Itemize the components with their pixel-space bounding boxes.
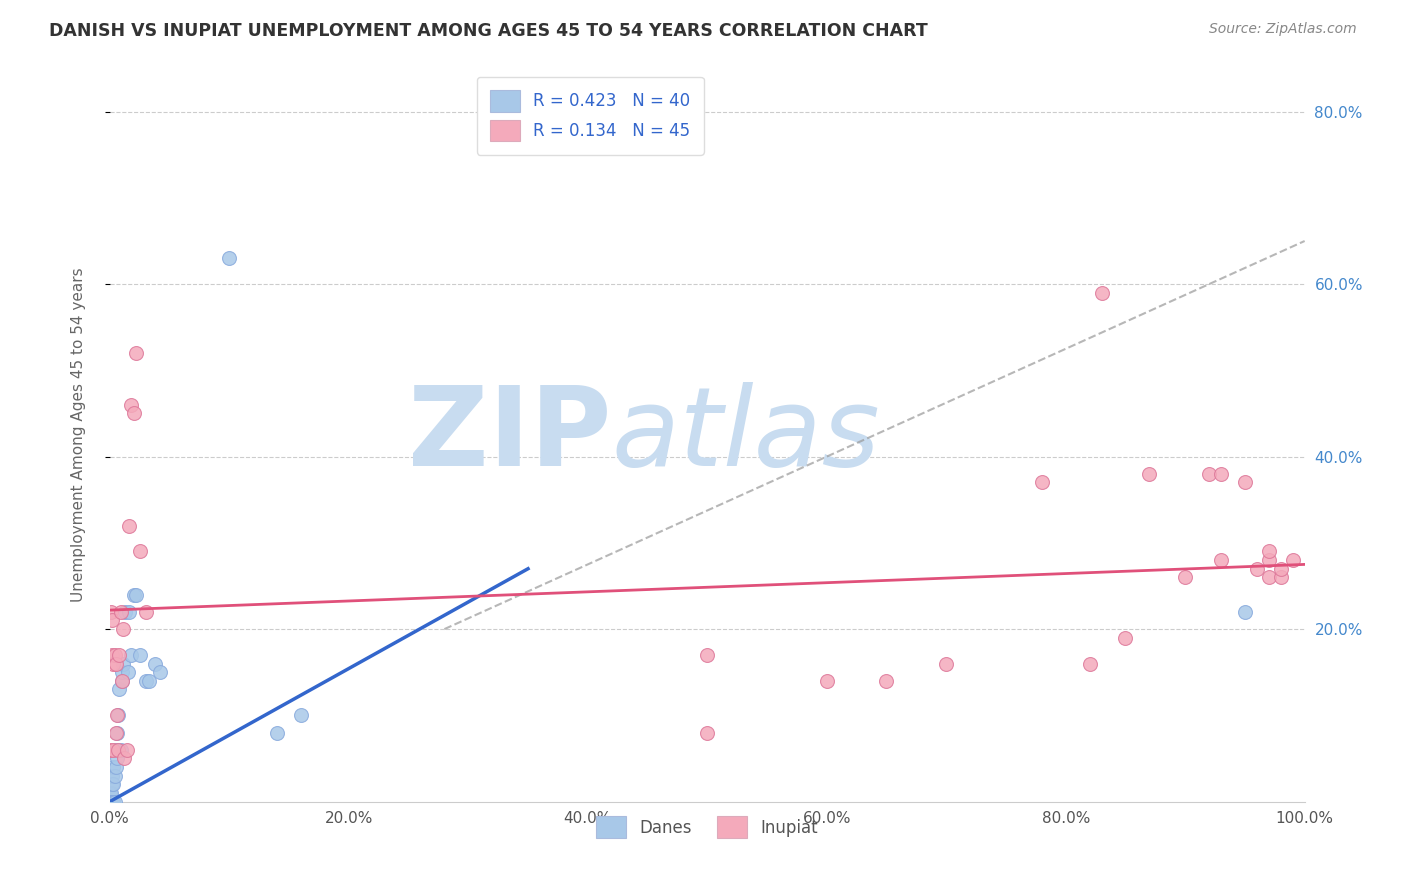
Point <box>1209 553 1232 567</box>
Point <box>128 544 150 558</box>
Point <box>111 622 134 636</box>
Point <box>105 725 128 739</box>
Point <box>115 743 138 757</box>
Point <box>1209 467 1232 481</box>
Point <box>104 760 127 774</box>
Point <box>114 605 136 619</box>
Point <box>98 786 121 800</box>
Point <box>135 605 157 619</box>
Point <box>111 665 134 680</box>
Point <box>1078 657 1101 671</box>
Point <box>108 648 131 662</box>
Text: Source: ZipAtlas.com: Source: ZipAtlas.com <box>1209 22 1357 37</box>
Point <box>101 795 124 809</box>
Point <box>1257 544 1279 558</box>
Point <box>696 648 718 662</box>
Point <box>104 725 127 739</box>
Point <box>218 252 240 266</box>
Point <box>100 605 122 619</box>
Point <box>138 673 160 688</box>
Point <box>120 398 142 412</box>
Text: atlas: atlas <box>612 382 880 489</box>
Point <box>1090 285 1112 300</box>
Point <box>104 795 127 809</box>
Point <box>108 682 131 697</box>
Point <box>101 614 124 628</box>
Point <box>103 795 125 809</box>
Point <box>125 588 148 602</box>
Point <box>118 605 141 619</box>
Point <box>118 518 141 533</box>
Y-axis label: Unemployment Among Ages 45 to 54 years: Unemployment Among Ages 45 to 54 years <box>72 268 86 602</box>
Text: ZIP: ZIP <box>408 382 612 489</box>
Point <box>1233 605 1256 619</box>
Point <box>117 665 139 680</box>
Point <box>1198 467 1220 481</box>
Point <box>111 657 134 671</box>
Point <box>103 795 125 809</box>
Point <box>105 751 128 765</box>
Text: DANISH VS INUPIAT UNEMPLOYMENT AMONG AGES 45 TO 54 YEARS CORRELATION CHART: DANISH VS INUPIAT UNEMPLOYMENT AMONG AGE… <box>49 22 928 40</box>
Point <box>107 743 129 757</box>
Point <box>98 795 121 809</box>
Point <box>100 795 122 809</box>
Point <box>112 751 135 765</box>
Point <box>266 725 288 739</box>
Point <box>111 673 134 688</box>
Point <box>1257 570 1279 584</box>
Point <box>103 743 125 757</box>
Point <box>111 673 134 688</box>
Point <box>104 743 127 757</box>
Point <box>110 743 132 757</box>
Point <box>875 673 897 688</box>
Point <box>1270 570 1292 584</box>
Point <box>149 665 172 680</box>
Point <box>1233 475 1256 490</box>
Point <box>935 657 957 671</box>
Point <box>122 407 145 421</box>
Point <box>125 346 148 360</box>
Point <box>103 777 125 791</box>
Point <box>1281 553 1303 567</box>
Point <box>104 657 127 671</box>
Point <box>101 795 124 809</box>
Point <box>103 657 125 671</box>
Point <box>122 588 145 602</box>
Point <box>135 673 157 688</box>
Point <box>98 743 121 757</box>
Point <box>128 648 150 662</box>
Point <box>290 708 312 723</box>
Point <box>104 648 127 662</box>
Point <box>105 708 128 723</box>
Point <box>120 648 142 662</box>
Point <box>696 725 718 739</box>
Point <box>143 657 166 671</box>
Point <box>1031 475 1053 490</box>
Point <box>101 769 124 783</box>
Point <box>100 786 122 800</box>
Point <box>104 769 127 783</box>
Point <box>110 605 132 619</box>
Legend: Danes, Inupiat: Danes, Inupiat <box>589 810 825 845</box>
Point <box>815 673 838 688</box>
Point <box>1137 467 1160 481</box>
Point <box>1246 562 1268 576</box>
Point <box>1257 553 1279 567</box>
Point <box>101 648 124 662</box>
Point <box>107 708 129 723</box>
Point <box>1114 631 1136 645</box>
Point <box>101 777 124 791</box>
Point <box>1270 562 1292 576</box>
Point <box>103 760 125 774</box>
Point <box>1174 570 1197 584</box>
Point <box>100 795 122 809</box>
